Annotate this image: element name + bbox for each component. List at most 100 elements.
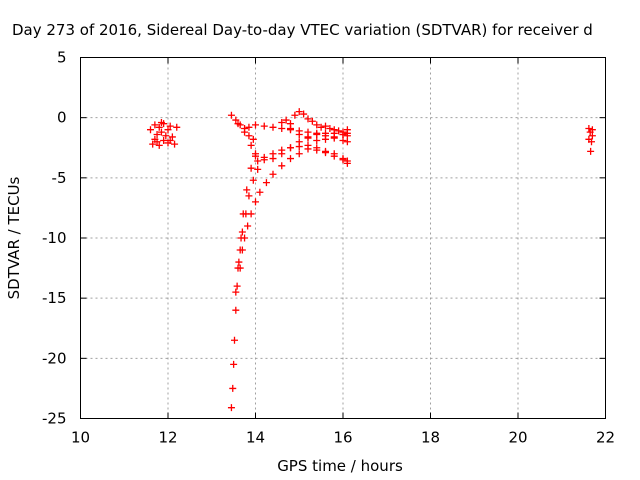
- data-point: [238, 246, 246, 254]
- data-point: [308, 117, 316, 125]
- data-point: [232, 306, 240, 314]
- data-point: [343, 157, 351, 165]
- data-point: [230, 360, 238, 368]
- data-point: [322, 135, 329, 143]
- data-point: [245, 192, 253, 200]
- data-point: [166, 122, 174, 130]
- grid-lines: [80, 57, 606, 419]
- data-point: [247, 210, 255, 218]
- y-tick-label: -25: [42, 410, 67, 428]
- data-point: [313, 129, 321, 137]
- data-point: [313, 121, 321, 129]
- data-point: [252, 121, 259, 129]
- data-point: [287, 124, 294, 132]
- data-point: [227, 111, 235, 119]
- data-point: [245, 123, 253, 131]
- data-point: [249, 135, 257, 143]
- data-point: [304, 145, 312, 153]
- data-points: [147, 108, 596, 412]
- x-tick-label: 10: [71, 429, 90, 447]
- data-point: [287, 155, 294, 163]
- series-cluster-near-12h: [147, 118, 181, 149]
- data-point: [269, 170, 277, 178]
- x-tick-label: 22: [596, 429, 615, 447]
- data-point: [157, 118, 165, 126]
- data-point: [249, 176, 257, 184]
- data-point: [160, 137, 168, 145]
- data-point: [330, 133, 338, 141]
- x-tick-label: 14: [246, 429, 265, 447]
- data-point: [236, 264, 244, 272]
- data-point: [231, 336, 238, 344]
- data-point: [304, 134, 312, 142]
- x-axis-label: GPS time / hours: [277, 457, 403, 475]
- data-point: [147, 126, 154, 134]
- data-point: [278, 118, 286, 126]
- data-point: [168, 133, 176, 141]
- chart-title: Day 273 of 2016, Sidereal Day-to-day VTE…: [12, 21, 593, 39]
- data-point: [322, 149, 329, 157]
- y-tick-label: -20: [42, 349, 67, 367]
- data-point: [262, 179, 270, 187]
- data-point: [241, 128, 249, 136]
- data-point: [153, 138, 161, 146]
- data-point: [300, 110, 308, 118]
- data-point: [588, 132, 596, 140]
- y-tick-label: -15: [42, 289, 67, 307]
- series-arc-5: [234, 120, 262, 165]
- data-point: [278, 124, 286, 132]
- data-point: [164, 126, 172, 134]
- data-point: [260, 122, 268, 130]
- x-tick-label: 12: [158, 429, 177, 447]
- data-point: [295, 108, 303, 116]
- data-point: [343, 138, 351, 146]
- data-point: [326, 124, 334, 132]
- data-point: [151, 121, 159, 129]
- data-point: [254, 157, 262, 165]
- data-point: [155, 141, 163, 149]
- y-tick-labels: 5 0 -5 -10 -15 -20 -25: [42, 49, 67, 428]
- data-point: [339, 137, 347, 145]
- axis-ticks: [80, 57, 606, 419]
- data-point: [335, 127, 343, 135]
- data-point: [229, 384, 237, 392]
- y-tick-label: 0: [57, 109, 67, 127]
- data-point: [282, 116, 290, 124]
- data-point: [339, 156, 347, 164]
- data-point: [587, 147, 595, 155]
- data-point: [241, 234, 249, 242]
- data-point: [585, 124, 593, 132]
- data-point: [295, 143, 303, 151]
- data-point: [234, 120, 242, 128]
- data-point: [339, 131, 347, 139]
- data-point: [287, 144, 294, 152]
- data-point: [330, 126, 338, 134]
- x-tick-label: 18: [421, 429, 440, 447]
- data-point: [256, 188, 264, 196]
- x-tick-label: 20: [508, 429, 527, 447]
- series-cluster-near-21.7h: [585, 124, 596, 155]
- data-point: [304, 115, 312, 123]
- data-point: [304, 128, 312, 136]
- data-point: [278, 162, 286, 170]
- data-point: [157, 128, 165, 136]
- data-point: [155, 123, 163, 131]
- data-point: [149, 140, 157, 148]
- data-point: [247, 141, 255, 149]
- data-point: [238, 228, 246, 236]
- data-point: [588, 126, 596, 134]
- y-tick-label: -5: [52, 169, 67, 187]
- data-point: [313, 146, 321, 154]
- data-point: [313, 137, 321, 145]
- data-point: [244, 222, 252, 230]
- data-point: [330, 152, 338, 160]
- data-point: [343, 129, 351, 137]
- data-point: [252, 198, 259, 206]
- data-point: [260, 156, 268, 164]
- data-point: [245, 132, 253, 140]
- data-point: [232, 116, 240, 124]
- data-point: [322, 122, 329, 130]
- y-tick-label: -10: [42, 229, 67, 247]
- data-point: [254, 165, 262, 173]
